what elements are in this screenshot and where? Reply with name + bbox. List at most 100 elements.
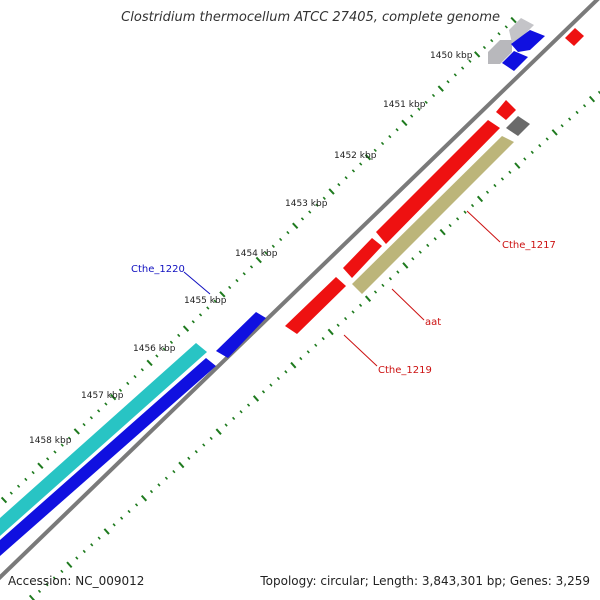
scale-tick xyxy=(82,549,86,554)
scale-tick xyxy=(202,443,206,447)
scale-tick xyxy=(140,368,144,372)
upper-tick-ring xyxy=(0,16,517,504)
scale-tick xyxy=(373,290,378,294)
scale-tick xyxy=(336,323,340,327)
scale-tick xyxy=(381,283,385,288)
scale-tick xyxy=(157,483,161,487)
scale-tick xyxy=(433,237,437,241)
scale-tick xyxy=(364,153,372,161)
scale-tick xyxy=(401,119,408,127)
scale-tick xyxy=(545,137,549,141)
scale-tick xyxy=(149,489,154,494)
reverse-cds-aat xyxy=(343,238,382,278)
scale-tick xyxy=(523,157,527,161)
scale-tick xyxy=(53,450,57,454)
scale-tick xyxy=(118,388,123,392)
scale-tick xyxy=(31,470,35,475)
scale-tick xyxy=(476,195,484,203)
scale-tick xyxy=(497,32,501,36)
scale-tick xyxy=(182,325,190,332)
scale-tick xyxy=(490,38,494,43)
scale-tick xyxy=(402,262,409,269)
scale-tick xyxy=(162,347,166,351)
scale-tick xyxy=(224,423,228,427)
tick-label-1454: 1454 kbp xyxy=(235,249,278,259)
olive-feature xyxy=(352,136,514,294)
scale-tick xyxy=(344,176,348,180)
scale-tick xyxy=(264,251,268,255)
scale-tick xyxy=(358,303,363,307)
scale-tick xyxy=(0,496,8,504)
scale-tick xyxy=(187,456,191,460)
genome-summary-text: Topology: circular; Length: 3,843,301 bp… xyxy=(260,574,590,588)
scale-tick xyxy=(235,278,239,283)
scale-tick xyxy=(252,395,260,402)
scale-tick xyxy=(276,376,281,381)
scale-tick xyxy=(75,556,79,560)
scale-tick xyxy=(314,343,318,347)
scale-tick xyxy=(364,295,372,302)
scale-tick xyxy=(299,356,303,361)
scale-tick xyxy=(172,469,176,474)
scale-tick xyxy=(246,403,251,407)
scale-tick xyxy=(194,450,198,454)
scale-tick xyxy=(279,237,283,242)
scale-tick xyxy=(417,107,421,111)
scale-tick xyxy=(110,393,117,401)
scale-tick xyxy=(493,183,497,188)
scale-tick xyxy=(126,381,130,386)
scale-tick xyxy=(104,402,108,406)
scale-tick xyxy=(410,114,414,118)
scale-tick xyxy=(504,25,508,29)
scale-tick xyxy=(551,129,558,136)
scale-tick xyxy=(470,203,475,208)
scale-tick xyxy=(206,306,210,310)
scale-tick xyxy=(448,223,452,228)
scale-tick xyxy=(568,117,572,121)
scale-tick xyxy=(261,390,266,394)
scale-tick xyxy=(198,313,203,317)
tick-label-1456: 1456 kbp xyxy=(133,344,176,354)
scale-tick xyxy=(437,85,444,92)
scale-tick xyxy=(9,491,13,495)
scale-tick xyxy=(418,250,422,254)
cyan-feature-cthe-1220 xyxy=(0,343,207,536)
scale-tick xyxy=(191,320,195,324)
reverse-cds-top-right xyxy=(565,28,584,46)
tick-label-1457: 1457 kbp xyxy=(81,391,124,401)
tick-label-1452: 1452 kbp xyxy=(334,151,377,161)
scale-tick xyxy=(351,310,355,314)
scale-tick xyxy=(508,170,512,174)
scale-tick xyxy=(388,134,392,139)
scale-tick xyxy=(67,436,72,440)
scale-tick xyxy=(60,569,64,574)
scale-tick xyxy=(396,270,400,274)
scale-tick xyxy=(306,350,310,354)
scale-tick xyxy=(66,561,73,569)
scale-tick xyxy=(146,359,153,367)
scale-tick xyxy=(134,503,139,507)
scale-tick xyxy=(28,594,36,600)
scale-tick xyxy=(215,428,222,435)
scale-tick xyxy=(560,124,564,128)
scale-tick xyxy=(90,543,94,547)
scale-tick xyxy=(575,110,579,115)
scale-tick xyxy=(530,150,534,154)
scale-tick xyxy=(439,228,446,236)
scale-tick xyxy=(597,90,600,95)
accession-text: Accession: NC_009012 xyxy=(8,574,145,588)
gray-feature-upper xyxy=(488,40,512,64)
scale-tick xyxy=(177,333,181,338)
lower-tick-ring xyxy=(28,90,600,600)
tick-label-1458: 1458 kbp xyxy=(29,436,72,446)
scale-tick xyxy=(232,416,236,421)
scale-tick xyxy=(228,285,232,290)
scale-tick xyxy=(209,436,213,441)
scale-tick xyxy=(411,257,415,261)
scale-tick xyxy=(46,457,50,461)
scale-tick xyxy=(582,104,587,108)
scale-tick xyxy=(514,162,521,169)
scale-tick xyxy=(127,509,131,514)
